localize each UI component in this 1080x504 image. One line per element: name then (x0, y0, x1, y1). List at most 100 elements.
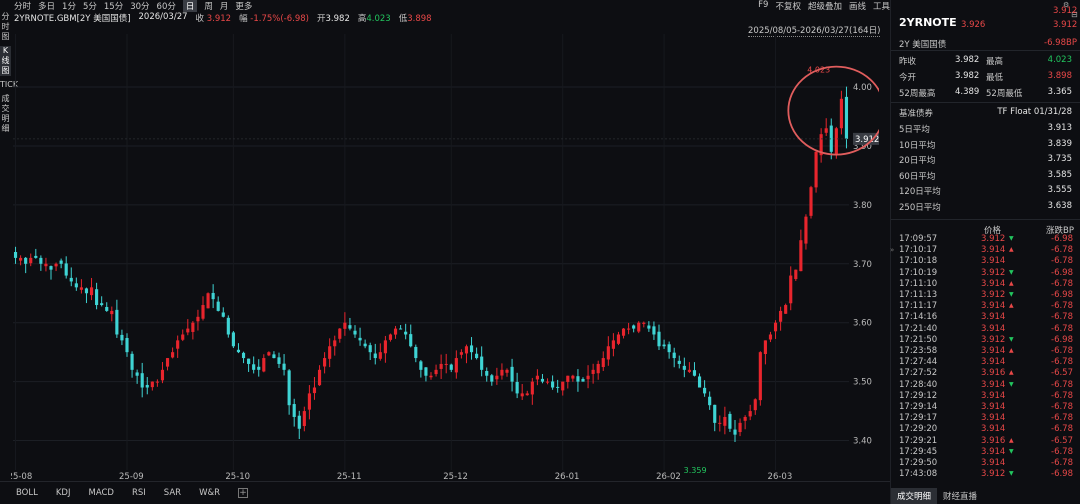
period-button[interactable]: 60分 (156, 1, 176, 12)
candle-body (621, 328, 626, 336)
tick-price: 3.914 (981, 346, 1006, 356)
arrow-up-icon: ▲ (1009, 347, 1014, 354)
candle-body (404, 331, 408, 335)
stat-value: 3.365 (1047, 87, 1072, 97)
candle-body (292, 404, 296, 417)
y-tick-label: 3.50 (853, 378, 872, 388)
tick-header-price: 价格 (984, 226, 1002, 236)
high-group: 高4.023 (358, 12, 391, 24)
period-button[interactable]: 1分 (62, 1, 76, 12)
candle-body (733, 429, 737, 435)
arrow-up-icon: ▲ (1009, 369, 1014, 377)
tick-bp: -6.78 (1051, 390, 1073, 401)
close-label: 收 (195, 14, 205, 24)
add-indicator-icon[interactable]: + (238, 488, 249, 498)
indicator-tab[interactable]: W&R (199, 488, 221, 498)
period-button[interactable]: 更多 (235, 1, 253, 12)
toolbar-tool-button[interactable]: 画线 (848, 2, 866, 12)
candle-body (632, 325, 636, 329)
collapse-icon[interactable]: ⊟ (1071, 10, 1078, 19)
candle-body (505, 369, 509, 373)
settings-icon[interactable]: ⚙ (1063, 1, 1070, 9)
candle-body (530, 381, 534, 395)
arrow-up-icon: ▲ (1009, 436, 1014, 444)
candle-body (510, 366, 514, 382)
panel-tab[interactable]: 成交明细 (891, 488, 938, 504)
candle-body (110, 310, 114, 315)
period-button[interactable]: 30分 (130, 1, 150, 12)
candle-body (596, 363, 600, 374)
candle-body (353, 330, 357, 335)
tick-header-bp: 涨跌BP (1046, 226, 1074, 236)
indicator-tab[interactable]: KDJ (55, 488, 71, 498)
candle-body (581, 378, 585, 382)
period-button[interactable]: 月 (219, 1, 229, 12)
panel-change: -6.98BP (1044, 38, 1077, 48)
toolbar-tool-button[interactable]: 工具 (872, 2, 890, 12)
tick-row: 17:09:57 3.912 ▼ -6.98 (891, 234, 1080, 245)
tick-row: 17:29:14 3.914 -6.78 (891, 402, 1080, 413)
candle-body (155, 381, 159, 383)
stat-label: 52周最低 (986, 89, 1023, 99)
tick-price: 3.914 (981, 245, 1006, 256)
tick-price: 3.914 (981, 402, 1006, 412)
period-button[interactable]: 周 (204, 1, 213, 12)
candle-body (95, 289, 99, 306)
stat-value: 3.898 (1047, 71, 1072, 81)
candle-body (165, 358, 170, 367)
arrow-up-icon: ▲ (1009, 246, 1014, 254)
view-tab[interactable]: TICK (0, 80, 19, 89)
open-label: 开 (317, 14, 326, 24)
tick-time: 17:29:20 (899, 424, 938, 435)
toolbar-tool-button[interactable]: 不复权 (775, 2, 801, 12)
candle-body (723, 416, 727, 426)
indicator-tab[interactable]: BOLL (16, 488, 38, 498)
period-button[interactable]: 5分 (82, 1, 97, 12)
candle-body (779, 310, 783, 322)
kline-chart[interactable]: 4.003.903.803.703.603.503.4025-0825-0925… (11, 24, 879, 480)
candle-body (571, 375, 575, 379)
indicator-tab[interactable]: MACD (88, 488, 114, 498)
arrow-down-icon: ▼ (1009, 335, 1014, 343)
candle-body (763, 340, 767, 355)
arrow-up-icon: ▲ (1009, 302, 1014, 310)
bond-value: TF Float 01/31/28 (997, 107, 1072, 117)
candle-body (277, 357, 281, 364)
average-value: 3.913 (1047, 123, 1072, 133)
date-range-label[interactable]: 2025/08/05-2026/03/27(164日) (748, 26, 881, 37)
candle-body (697, 376, 702, 388)
view-tab[interactable]: K线图 (0, 46, 11, 76)
indicator-tab[interactable]: SAR (163, 488, 182, 498)
panel-expand-icon[interactable]: » (890, 246, 895, 254)
period-button[interactable]: 分时 (14, 1, 32, 12)
average-label: 60日平均 (899, 171, 936, 182)
candle-body (551, 381, 555, 388)
view-tab[interactable]: 分时图 (1, 12, 10, 41)
candle-body (358, 337, 362, 341)
tick-bp: -6.78 (1051, 424, 1073, 435)
candle-body (373, 353, 377, 359)
indicator-tabs: BOLL KDJ MACD RSI SAR W&R + (0, 481, 890, 504)
low-value: 3.898 (407, 14, 432, 24)
panel-name: 2Y 美国国债 (899, 40, 947, 50)
indicator-tab[interactable]: RSI (131, 488, 146, 498)
candle-body (692, 370, 697, 376)
period-button[interactable]: 多日 (38, 1, 56, 12)
tick-bp: -6.78 (1051, 245, 1073, 256)
candle-body (844, 96, 849, 139)
tick-price: 3.912 (981, 334, 1006, 345)
period-button[interactable]: 日 (182, 0, 198, 12)
tick-row: 17:14:16 3.914 -6.78 (891, 312, 1080, 323)
panel-tab[interactable]: 财经直播 (943, 492, 978, 502)
candle-body (39, 257, 43, 264)
period-button[interactable]: 15分 (103, 1, 124, 12)
toolbar-tool-button[interactable]: F9 (758, 0, 769, 10)
candle-body (54, 263, 58, 267)
toolbar-tool-button[interactable]: 超级叠加 (807, 2, 842, 12)
candle-body (19, 257, 23, 261)
candle-body (343, 322, 347, 329)
candle-body (829, 125, 833, 152)
candle-body (59, 260, 63, 264)
candle-body (201, 305, 205, 319)
view-tab[interactable]: 成交明细 (1, 94, 10, 133)
